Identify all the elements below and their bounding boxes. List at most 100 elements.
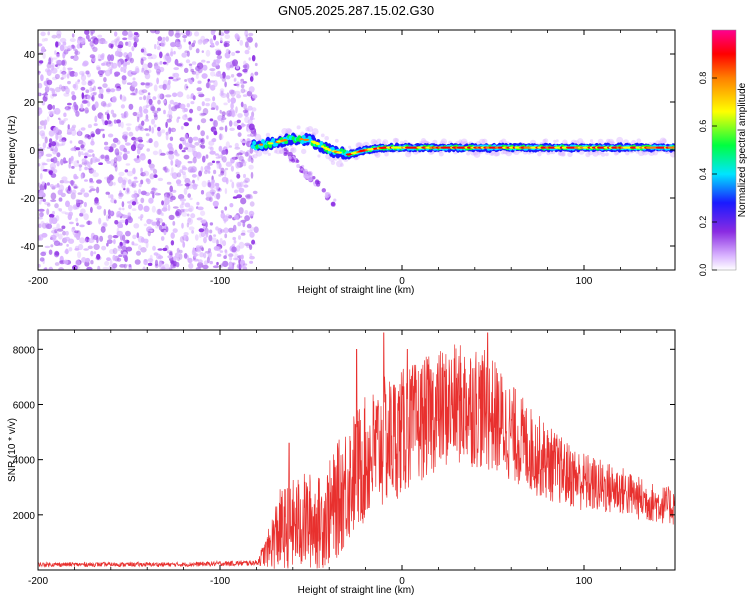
spectrogram-ylabel: Frequency (Hz) [7, 116, 18, 185]
noise-blob [85, 109, 89, 113]
noise-blob [221, 111, 226, 116]
noise-blob [89, 54, 96, 59]
noise-blob [187, 117, 192, 122]
noise-blob [112, 113, 117, 118]
noise-blob [234, 90, 241, 95]
noise-blob [45, 68, 51, 73]
noise-blob [217, 115, 224, 121]
noise-blob [122, 179, 127, 186]
trace-halo [438, 151, 444, 157]
noise-blob [247, 157, 252, 162]
trace-halo [440, 138, 448, 145]
noise-blob [110, 159, 116, 167]
noise-blob [242, 64, 248, 69]
noise-blob [230, 74, 235, 78]
noise-blob [195, 151, 202, 159]
noise-blob [87, 124, 92, 129]
noise-blob [100, 70, 106, 73]
noise-blob [39, 189, 44, 197]
noise-blob [165, 133, 169, 141]
noise-blob [249, 76, 254, 82]
noise-blob [208, 234, 213, 242]
noise-blob [121, 182, 126, 189]
noise-blob [120, 113, 124, 116]
noise-blob [243, 263, 248, 266]
noise-blob [43, 267, 48, 270]
noise-blob [107, 234, 113, 240]
noise-blob [127, 40, 132, 48]
noise-blob [65, 87, 70, 95]
noise-blob [126, 201, 132, 204]
noise-blob [197, 80, 202, 84]
noise-blob [159, 263, 165, 270]
noise-blob [80, 187, 85, 194]
noise-blob [99, 128, 105, 132]
noise-blob [233, 214, 239, 220]
noise-blob [53, 184, 61, 188]
noise-blob [211, 160, 216, 164]
noise-blob [253, 226, 259, 233]
noise-blob [69, 221, 74, 225]
noise-blob [162, 83, 167, 91]
noise-blob [116, 119, 121, 124]
noise-blob [79, 37, 86, 45]
noise-blob [46, 84, 51, 91]
x-tick-label: -200 [28, 276, 48, 287]
noise-blob [204, 97, 211, 102]
trace-halo [490, 152, 494, 156]
noise-blob [148, 138, 153, 144]
noise-blob [229, 89, 235, 95]
noise-blob [59, 118, 62, 125]
noise-blob [40, 74, 44, 82]
noise-blob [106, 177, 111, 184]
noise-blob [221, 149, 227, 155]
side-branch-blob [330, 201, 336, 206]
noise-blob [199, 112, 206, 117]
noise-blob [63, 112, 67, 118]
noise-blob [112, 254, 116, 261]
noise-blob [249, 226, 255, 231]
noise-blob [234, 253, 239, 260]
trace-halo [394, 138, 400, 143]
noise-blob [224, 30, 230, 34]
noise-blob [175, 261, 180, 268]
noise-blob [239, 39, 244, 46]
noise-blob [143, 51, 148, 56]
snr-frame [37, 329, 676, 571]
trace-halo [392, 137, 398, 143]
noise-blob [220, 37, 223, 43]
noise-blob [126, 61, 131, 65]
noise-blob [136, 232, 140, 239]
noise-blob [151, 221, 158, 226]
noise-blob [248, 38, 253, 43]
noise-blob [42, 198, 47, 203]
noise-blob [114, 164, 118, 172]
noise-blob [152, 110, 159, 114]
noise-blob [44, 136, 48, 144]
noise-blob [61, 60, 66, 64]
noise-blob [221, 117, 227, 120]
noise-blob [156, 107, 161, 112]
noise-blob [219, 109, 222, 114]
noise-blob [92, 91, 97, 96]
colorbar-tick-label: 0.8 [698, 72, 708, 85]
trace-halo [301, 148, 307, 155]
noise-blob [73, 71, 78, 77]
noise-blob [248, 32, 254, 37]
noise-blob [200, 113, 207, 116]
noise-blob [191, 230, 195, 234]
noise-blob [51, 88, 56, 95]
noise-blob [200, 139, 204, 143]
noise-blob [118, 207, 122, 211]
trace-halo [481, 138, 488, 145]
noise-blob [169, 51, 174, 57]
noise-blob [125, 163, 131, 166]
noise-blob [225, 75, 231, 80]
noise-blob [157, 40, 160, 46]
trace-halo [527, 151, 531, 155]
noise-blob [243, 184, 249, 188]
trace-halo [557, 151, 562, 156]
noise-blob [138, 244, 142, 251]
noise-blob [112, 235, 119, 239]
noise-blob [128, 204, 132, 210]
